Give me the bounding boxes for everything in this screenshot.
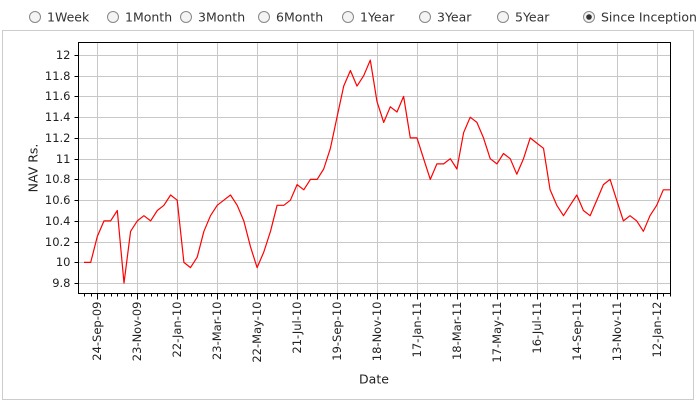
radio-label[interactable]: 3Month: [198, 10, 245, 25]
radio-button[interactable]: [258, 11, 270, 23]
x-tick-label: 18-Nov-10: [370, 302, 384, 362]
y-tick-label: 10.6: [45, 193, 71, 207]
radio-label[interactable]: 1Week: [47, 10, 90, 25]
plot-frame: [78, 42, 671, 294]
x-tick-label: 21-Jul-10: [290, 302, 304, 354]
y-tick-label: 10.2: [45, 235, 71, 249]
y-tick-label: 10.8: [45, 172, 71, 186]
y-tick-label: 10.4: [45, 214, 71, 228]
x-tick-label: 19-Sep-10: [330, 302, 344, 361]
x-tick-label: 23-Nov-09: [130, 302, 144, 362]
y-tick-label: 11.4: [45, 110, 71, 124]
x-tick-label: 24-Sep-09: [90, 302, 104, 361]
plot-area: [78, 42, 671, 294]
y-tick-label: 11.6: [45, 89, 71, 103]
radio-button[interactable]: [29, 11, 41, 23]
y-tick-label: 12: [56, 48, 71, 62]
radio-button[interactable]: [342, 11, 354, 23]
x-tick-label: 17-Jan-11: [410, 302, 424, 358]
radio-dot: [586, 14, 592, 20]
x-tick-label: 22-Jan-10: [170, 302, 184, 358]
radio-label[interactable]: 1Year: [360, 10, 395, 25]
y-tick-label: 9.8: [52, 276, 70, 290]
x-axis-label: Date: [359, 372, 389, 387]
x-tick-label: 12-Jan-12: [650, 302, 664, 358]
x-tick-label: 13-Nov-11: [610, 302, 624, 362]
y-tick-label: 11.2: [45, 131, 71, 145]
x-tick-label: 14-Sep-11: [570, 302, 584, 361]
radio-button[interactable]: [497, 11, 509, 23]
y-tick-label: 10: [56, 255, 71, 269]
radio-label[interactable]: Since Inception: [601, 10, 697, 25]
radio-button[interactable]: [180, 11, 192, 23]
radio-label[interactable]: 5Year: [515, 10, 550, 25]
y-axis-label: NAV Rs.: [26, 144, 41, 193]
x-tick-label: 23-Mar-10: [210, 302, 224, 361]
radio-label[interactable]: 6Month: [276, 10, 323, 25]
radio-button[interactable]: [419, 11, 431, 23]
radio-label[interactable]: 3Year: [437, 10, 472, 25]
radio-button[interactable]: [107, 11, 119, 23]
y-tick-label: 11: [56, 152, 71, 166]
nav-line: [84, 59, 670, 284]
y-tick-label: 11.8: [45, 69, 71, 83]
radio-label[interactable]: 1Month: [125, 10, 172, 25]
x-tick-label: 16-Jul-11: [530, 302, 544, 354]
x-tick-label: 18-Mar-11: [450, 302, 464, 361]
x-tick-label: 22-May-10: [250, 302, 264, 363]
x-tick-label: 17-May-11: [490, 302, 504, 363]
